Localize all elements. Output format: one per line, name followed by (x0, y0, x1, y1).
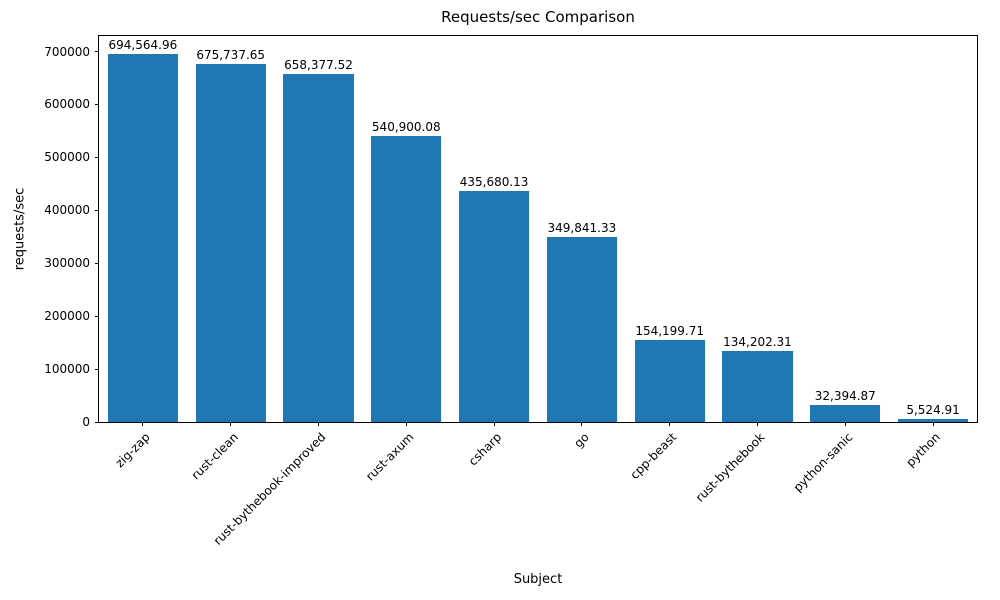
bar-value-label: 134,202.31 (723, 334, 792, 349)
bar-group: 349,841.33 (538, 36, 626, 422)
bar-value-label: 658,377.52 (284, 57, 353, 72)
y-tick-label: 100000 (44, 362, 90, 377)
bar-value-label: 32,394.87 (814, 388, 876, 403)
y-tick-label: 500000 (44, 150, 90, 165)
x-tick-mark (581, 422, 583, 426)
bar-value-label: 349,841.33 (547, 220, 617, 235)
bar (458, 191, 530, 422)
x-tick-label: python (903, 430, 944, 470)
bar-group: 658,377.52 (275, 36, 363, 422)
y-axis-label: requests/sec (12, 187, 28, 271)
bar (195, 64, 266, 422)
x-tick-mark (318, 422, 319, 426)
bar-group: 435,680.13 (450, 36, 538, 422)
y-tick-mark (95, 262, 99, 264)
y-tick-label: 300000 (44, 256, 90, 271)
bar-value-label: 5,524.91 (906, 403, 960, 418)
bar-group: 694,564.96 (99, 36, 187, 422)
x-axis-label: Subject (513, 572, 563, 587)
y-tick-mark (95, 156, 99, 158)
x-tick-mark (405, 422, 407, 426)
x-tick-mark (493, 422, 495, 426)
bar (722, 350, 793, 422)
x-tick-mark (669, 422, 671, 426)
y-tick-mark (95, 103, 99, 105)
x-tick-label: go (571, 430, 592, 451)
y-tick-label: 400000 (44, 203, 90, 218)
y-tick-label: 600000 (44, 97, 90, 112)
bar (634, 340, 705, 422)
y-tick-mark (95, 421, 99, 423)
bar-value-label: 675,737.65 (196, 48, 266, 63)
bar-value-label: 540,900.08 (371, 119, 441, 134)
x-tick-label: cpp-beast (627, 430, 680, 482)
x-tick-mark (844, 422, 846, 426)
x-tick-mark (142, 422, 144, 426)
x-tick-label: csharp (465, 430, 505, 469)
y-tick-mark (95, 368, 99, 370)
bar-group: 540,900.08 (362, 36, 450, 422)
bar (283, 73, 354, 422)
bar-group: 154,199.71 (626, 36, 714, 422)
bar-value-label: 154,199.71 (635, 324, 705, 339)
y-tick-label: 0 (82, 415, 90, 429)
y-tick-mark (95, 51, 99, 53)
bar (546, 236, 617, 422)
chart-title: Requests/sec Comparison (441, 8, 635, 26)
bars: 694,564.96 675,737.65 658,377.52 540,900.08… (99, 36, 977, 422)
bar-group: 134,202.31 (714, 36, 802, 422)
x-tick-label: python-sanic (790, 430, 856, 495)
x-tick-mark (757, 422, 758, 426)
x-tick-label: rust-bythebook (692, 430, 768, 505)
bar (897, 419, 969, 422)
bar (371, 135, 442, 422)
x-tick-mark (932, 422, 934, 426)
plot-area: 694,564.96 675,737.65 658,377.52 540,900.08… (44, 35, 978, 548)
bar (107, 54, 179, 422)
bar (810, 404, 881, 422)
bar-value-label: 435,680.13 (459, 175, 529, 190)
x-tick-label: zig-zap (112, 430, 153, 471)
bar-group: 5,524.91 (889, 36, 977, 422)
y-tick-label: 200000 (44, 309, 90, 324)
y-tick-mark (95, 209, 99, 211)
x-tick-label: rust-clean (188, 430, 241, 483)
bar-group: 675,737.65 (187, 36, 275, 422)
x-tick-label: rust-axum (362, 430, 417, 484)
bar-value-label: 694,564.96 (108, 38, 178, 53)
y-tick-label: 700000 (44, 44, 90, 59)
x-tick-mark (230, 422, 232, 426)
bar-group: 32,394.87 (801, 36, 889, 422)
y-tick-mark (95, 315, 99, 317)
